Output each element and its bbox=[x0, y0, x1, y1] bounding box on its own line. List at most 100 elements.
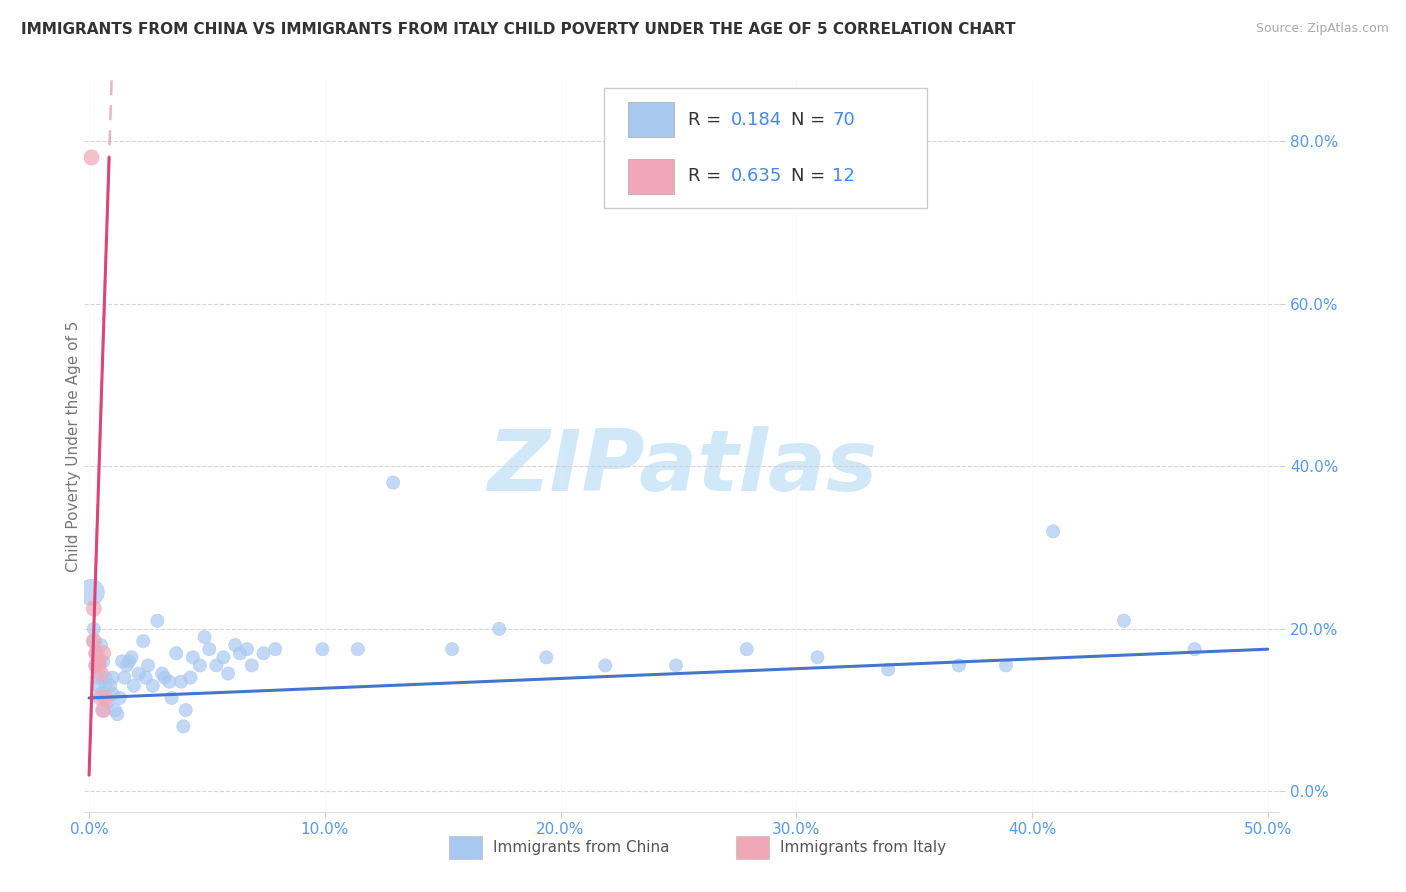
Point bbox=[181, 650, 204, 665]
Text: N =: N = bbox=[790, 111, 831, 128]
Point bbox=[118, 654, 141, 668]
Point bbox=[132, 634, 155, 648]
Point bbox=[179, 671, 201, 685]
Point bbox=[488, 622, 510, 636]
Point bbox=[236, 642, 259, 657]
Point bbox=[157, 674, 180, 689]
Text: 0.184: 0.184 bbox=[731, 111, 782, 128]
Point bbox=[1112, 614, 1135, 628]
Point bbox=[128, 666, 150, 681]
Point bbox=[135, 671, 157, 685]
Point bbox=[115, 658, 138, 673]
Point bbox=[108, 690, 131, 705]
Text: IMMIGRANTS FROM CHINA VS IMMIGRANTS FROM ITALY CHILD POVERTY UNDER THE AGE OF 5 : IMMIGRANTS FROM CHINA VS IMMIGRANTS FROM… bbox=[21, 22, 1015, 37]
Point bbox=[114, 671, 136, 685]
Point bbox=[153, 671, 176, 685]
Point bbox=[441, 642, 464, 657]
Text: ZIPatlas: ZIPatlas bbox=[486, 426, 877, 509]
Point bbox=[101, 671, 124, 685]
Point bbox=[172, 719, 194, 733]
Point bbox=[90, 666, 112, 681]
Point bbox=[188, 658, 211, 673]
Text: 70: 70 bbox=[832, 111, 855, 128]
Point bbox=[101, 687, 124, 701]
Point bbox=[91, 703, 114, 717]
FancyBboxPatch shape bbox=[628, 102, 673, 137]
Text: R =: R = bbox=[688, 168, 727, 186]
Point bbox=[94, 679, 117, 693]
Point bbox=[252, 646, 274, 660]
Point bbox=[170, 674, 193, 689]
Point bbox=[90, 638, 112, 652]
Point bbox=[98, 679, 121, 693]
FancyBboxPatch shape bbox=[605, 87, 927, 209]
Point bbox=[346, 642, 368, 657]
Point bbox=[94, 690, 117, 705]
Point bbox=[150, 666, 173, 681]
Text: 12: 12 bbox=[832, 168, 855, 186]
Point bbox=[91, 654, 114, 668]
Point bbox=[84, 658, 107, 673]
Text: 0.635: 0.635 bbox=[731, 168, 782, 186]
Point bbox=[146, 614, 169, 628]
Text: Immigrants from China: Immigrants from China bbox=[494, 840, 669, 855]
FancyBboxPatch shape bbox=[449, 836, 482, 859]
Point bbox=[87, 658, 110, 673]
Y-axis label: Child Poverty Under the Age of 5: Child Poverty Under the Age of 5 bbox=[66, 320, 80, 572]
FancyBboxPatch shape bbox=[735, 836, 769, 859]
Point bbox=[264, 642, 287, 657]
Point bbox=[806, 650, 828, 665]
Point bbox=[142, 679, 165, 693]
Point bbox=[174, 703, 197, 717]
Point bbox=[995, 658, 1018, 673]
Point bbox=[80, 585, 103, 599]
Point bbox=[735, 642, 758, 657]
Point bbox=[229, 646, 252, 660]
Point bbox=[665, 658, 688, 673]
Point bbox=[87, 654, 110, 668]
Point bbox=[198, 642, 221, 657]
Point bbox=[91, 646, 114, 660]
Point bbox=[104, 703, 127, 717]
Point bbox=[111, 654, 134, 668]
Point bbox=[84, 646, 107, 660]
Point bbox=[91, 703, 114, 717]
Point bbox=[121, 650, 143, 665]
Point bbox=[84, 646, 107, 660]
Point bbox=[212, 650, 235, 665]
Point bbox=[136, 658, 159, 673]
Point bbox=[90, 687, 112, 701]
Point bbox=[105, 707, 128, 722]
Point bbox=[80, 151, 103, 165]
Point bbox=[87, 679, 110, 693]
Point bbox=[217, 666, 239, 681]
Point bbox=[224, 638, 246, 652]
Point bbox=[382, 475, 405, 490]
Point bbox=[1042, 524, 1064, 539]
Point bbox=[194, 630, 217, 644]
Text: N =: N = bbox=[790, 168, 831, 186]
Point bbox=[83, 634, 105, 648]
Point bbox=[311, 642, 333, 657]
Point bbox=[240, 658, 263, 673]
Point bbox=[97, 695, 120, 709]
Point bbox=[90, 690, 112, 705]
Text: Immigrants from Italy: Immigrants from Italy bbox=[780, 840, 946, 855]
Point bbox=[536, 650, 558, 665]
Point bbox=[165, 646, 187, 660]
Point bbox=[84, 658, 107, 673]
Point bbox=[83, 601, 105, 615]
Point bbox=[83, 634, 105, 648]
Point bbox=[122, 679, 145, 693]
Point bbox=[205, 658, 228, 673]
Point bbox=[83, 622, 105, 636]
Point bbox=[160, 690, 183, 705]
Point bbox=[1184, 642, 1206, 657]
Point bbox=[877, 663, 900, 677]
Point bbox=[595, 658, 617, 673]
Text: R =: R = bbox=[688, 111, 727, 128]
Point bbox=[87, 671, 110, 685]
Text: Source: ZipAtlas.com: Source: ZipAtlas.com bbox=[1256, 22, 1389, 36]
Point bbox=[948, 658, 970, 673]
FancyBboxPatch shape bbox=[628, 159, 673, 194]
